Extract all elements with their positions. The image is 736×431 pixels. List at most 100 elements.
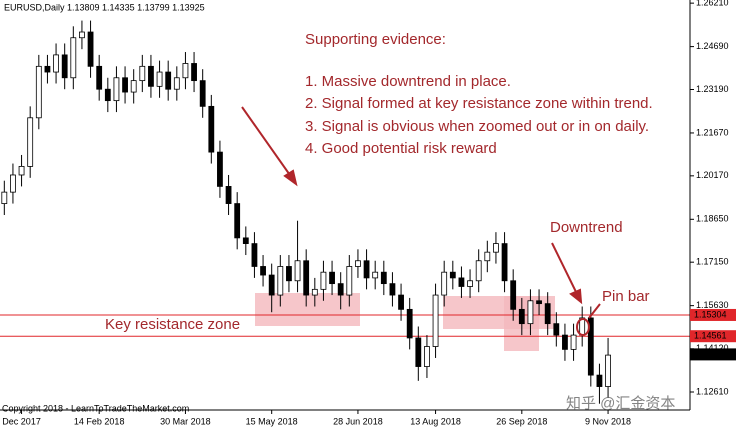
candle-body xyxy=(286,266,292,282)
candle-body xyxy=(415,337,422,367)
x-tick-label: 14 Feb 2018 xyxy=(74,416,125,426)
candle-body xyxy=(337,283,344,296)
candle-body xyxy=(449,271,456,279)
annotation: 2. Signal formed at key resistance zone … xyxy=(305,95,653,112)
candle-body xyxy=(27,117,34,167)
candle-body xyxy=(355,260,361,267)
candle-body xyxy=(363,260,370,279)
zone-highlight xyxy=(255,293,360,326)
candle-body xyxy=(493,243,499,253)
annotation: 3. Signal is obvious when zoomed out or … xyxy=(305,118,649,135)
annotation: 4. Good potential risk reward xyxy=(305,140,497,157)
annotation: Pin bar xyxy=(602,288,650,305)
y-tick-label: 1.17150 xyxy=(696,257,729,267)
candle-body xyxy=(225,186,232,204)
candle-body xyxy=(70,37,77,79)
candle-body xyxy=(104,88,111,102)
candle-body xyxy=(156,71,163,87)
y-tick-label: 1.21670 xyxy=(696,127,729,137)
header: EURUSD,Daily 1.13809 1.14335 1.13799 1.1… xyxy=(4,2,205,12)
y-tick-label: 1.18650 xyxy=(696,214,729,224)
candle-body xyxy=(79,31,85,39)
candle-body xyxy=(199,80,206,107)
candle-body xyxy=(268,274,275,296)
price-label: 1.13925 xyxy=(694,349,727,359)
candle-body xyxy=(562,334,568,350)
candle-body xyxy=(536,300,542,305)
candle-body xyxy=(18,166,25,176)
candle-body xyxy=(372,271,379,279)
candle-body xyxy=(87,31,94,67)
annotation: 1. Massive downtrend in place. xyxy=(305,73,511,90)
candle-body xyxy=(113,77,120,102)
candle-body xyxy=(311,288,318,296)
candle-body xyxy=(294,260,301,282)
candle-body xyxy=(587,317,594,376)
candle-body xyxy=(518,308,525,325)
price-label-box xyxy=(690,330,736,343)
candle-body xyxy=(380,271,387,285)
candle-body xyxy=(432,294,439,347)
candle-body xyxy=(139,65,146,82)
candle-body xyxy=(553,323,560,336)
y-tick-label: 1.26210 xyxy=(696,0,729,8)
candle-body xyxy=(544,303,551,325)
candle-body xyxy=(329,271,335,285)
x-tick-label: 30 Mar 2018 xyxy=(160,416,211,426)
annotation-title: Supporting evidence: xyxy=(305,31,446,48)
candle-body xyxy=(96,65,103,90)
candle-body xyxy=(277,266,284,296)
candle-body xyxy=(260,266,266,276)
y-tick-label: 1.20170 xyxy=(696,170,729,180)
candle-body xyxy=(484,251,491,262)
candle-body xyxy=(458,277,465,287)
candle-body xyxy=(234,203,241,239)
candle-body xyxy=(510,280,517,310)
x-tick-label: Dec 2017 xyxy=(2,416,41,426)
candle-body xyxy=(570,334,577,350)
candle-body xyxy=(10,174,16,193)
y-tick-label: 1.14120 xyxy=(696,343,729,353)
candle-body xyxy=(44,65,51,73)
candle-body xyxy=(1,191,8,204)
candle-body xyxy=(61,54,68,79)
candle-body xyxy=(242,237,249,244)
candle-body xyxy=(424,346,430,367)
candle-body xyxy=(389,283,396,296)
y-tick-label: 1.12610 xyxy=(696,386,729,396)
candle-body xyxy=(208,105,215,153)
candle-body xyxy=(165,71,172,90)
candle-body xyxy=(130,80,137,93)
x-tick-label: 9 Nov 2018 xyxy=(585,416,631,426)
candle-body xyxy=(122,77,128,93)
pointer xyxy=(588,303,601,319)
arrow xyxy=(551,242,579,297)
pin-bar-circle xyxy=(576,318,590,336)
candle-body xyxy=(251,243,258,267)
candle-body xyxy=(475,260,482,282)
candle-body xyxy=(303,260,310,296)
candle-body xyxy=(182,63,189,79)
arrowhead xyxy=(283,169,298,187)
x-tick-label: 28 Jun 2018 xyxy=(333,416,383,426)
arrowhead xyxy=(569,288,583,305)
candle-body xyxy=(35,65,42,119)
x-tick-label: 26 Sep 2018 xyxy=(496,416,547,426)
candle-body xyxy=(217,151,223,187)
price-label: 1.14561 xyxy=(694,331,727,341)
price-label: 1.15304 xyxy=(694,309,727,319)
copyright: Copyright 2018 - LearnToTradeTheMarket.c… xyxy=(2,403,189,413)
annotation: Key resistance zone xyxy=(105,316,240,333)
candle-body xyxy=(320,271,327,290)
candle-body xyxy=(148,65,154,87)
x-tick-label: 13 Aug 2018 xyxy=(410,416,461,426)
annotation: Downtrend xyxy=(550,219,623,236)
candle-body xyxy=(346,266,353,296)
candle-body xyxy=(527,300,534,325)
candle-body xyxy=(173,77,180,90)
price-label-box xyxy=(690,308,736,321)
watermark: 知乎 @汇金资本 xyxy=(566,395,675,412)
candle-body xyxy=(191,63,197,82)
